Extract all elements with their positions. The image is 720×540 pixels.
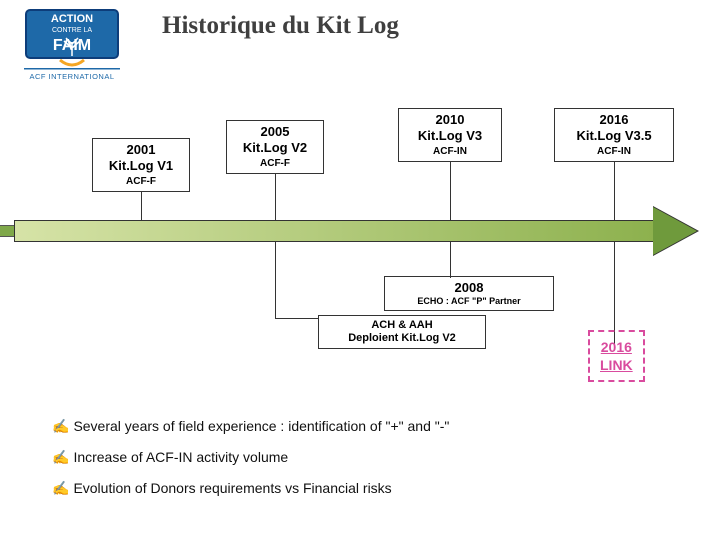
bullet-text: Evolution of Donors requirements vs Fina… (73, 480, 391, 496)
timeline-arrow-head (653, 207, 697, 255)
timeline-connector (275, 172, 276, 220)
milestone-year: 2001 (127, 142, 156, 157)
timeline-arrow-body (14, 220, 654, 242)
milestone-m2001: 2001Kit.Log V1 ACF-F (92, 138, 190, 192)
bullet-item: Evolution of Donors requirements vs Fina… (52, 480, 449, 497)
logo-line1: ACTION (51, 13, 93, 25)
event-deploy-line2: Deploient Kit.Log V2 (325, 332, 479, 345)
bullet-list: Several years of field experience : iden… (52, 418, 449, 511)
event-2008-box: 2008 ECHO : ACF "P" Partner (384, 276, 554, 311)
logo-line2: CONTRE LA (52, 27, 92, 34)
milestone-m2016: 2016Kit.Log V3.5 ACF-IN (554, 108, 674, 162)
bullet-item: Increase of ACF-IN activity volume (52, 449, 449, 466)
bullet-text: Several years of field experience : iden… (73, 418, 449, 434)
bullet-text: Increase of ACF-IN activity volume (73, 449, 288, 465)
event-deploy-box: ACH & AAH Deploient Kit.Log V2 (318, 315, 486, 349)
link-2016-line1: 2016 (601, 339, 632, 355)
milestone-sub: ACF-F (99, 176, 183, 189)
milestone-year: 2016 (600, 112, 629, 127)
event-deploy-line1: ACH & AAH (371, 319, 432, 331)
milestone-name: Kit.Log V3 (418, 128, 482, 143)
milestone-sub: ACF-IN (405, 146, 495, 159)
milestone-name: Kit.Log V3.5 (576, 128, 651, 143)
milestone-sub: ACF-F (233, 158, 317, 171)
logo-sub: ACF INTERNATIONAL (29, 72, 114, 81)
link-2016-box[interactable]: 2016 LINK (588, 330, 645, 382)
acf-logo: ACTION CONTRE LA FAIM ACF INTERNATIONAL (14, 8, 134, 82)
event-2008-line: ECHO : ACF "P" Partner (391, 296, 547, 307)
timeline-connector (450, 160, 451, 220)
milestone-m2010: 2010Kit.Log V3 ACF-IN (398, 108, 502, 162)
milestone-year: 2010 (436, 112, 465, 127)
milestone-m2005: 2005Kit.Log V2 ACF-F (226, 120, 324, 174)
timeline: 2001Kit.Log V1ACF-F2005Kit.Log V2ACF-F20… (14, 90, 706, 290)
milestone-year: 2005 (261, 124, 290, 139)
timeline-connector (275, 318, 319, 319)
timeline-connector (450, 242, 451, 278)
timeline-connector (614, 160, 615, 220)
link-2016-line2: LINK (600, 357, 633, 373)
milestone-name: Kit.Log V2 (243, 140, 307, 155)
timeline-connector (275, 242, 276, 318)
timeline-connector (141, 190, 142, 220)
milestone-name: Kit.Log V1 (109, 158, 173, 173)
page-title: Historique du Kit Log (162, 12, 399, 40)
bullet-item: Several years of field experience : iden… (52, 418, 449, 435)
milestone-sub: ACF-IN (561, 146, 667, 159)
event-2008-title: 2008 (455, 280, 484, 295)
